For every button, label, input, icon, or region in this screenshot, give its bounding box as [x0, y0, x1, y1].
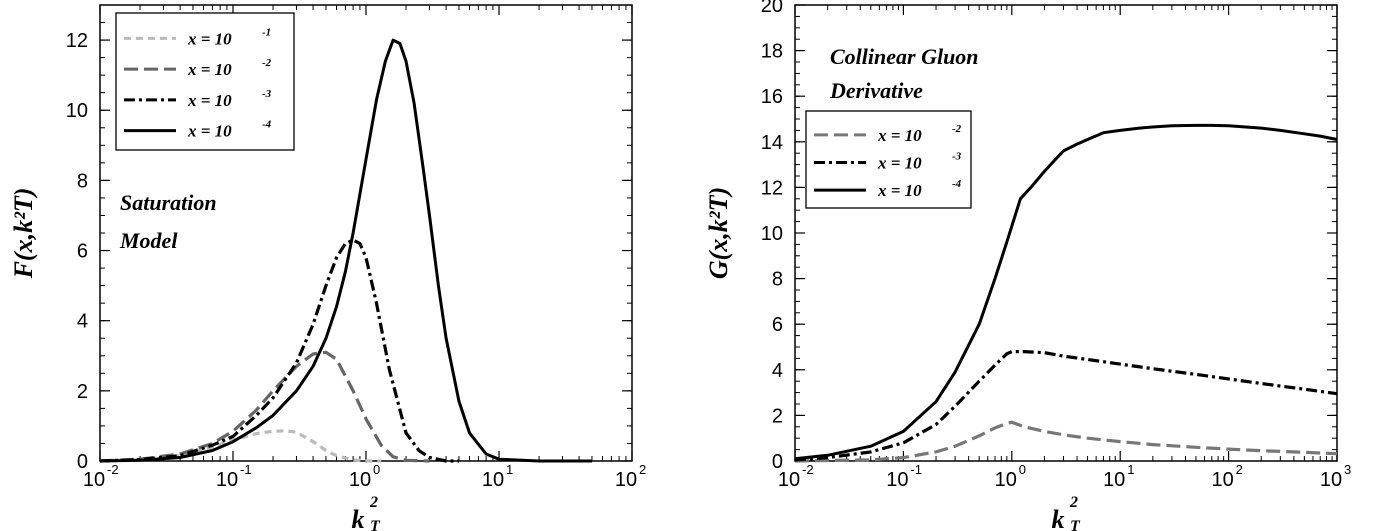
- x-tick-exponent: 2: [1236, 462, 1243, 477]
- x-axis-label-sup: 2: [1069, 494, 1078, 511]
- x-axis-label-sub: T: [370, 518, 381, 531]
- x-tick-exponent: -1: [240, 462, 252, 477]
- x-tick-label: 10: [1103, 469, 1125, 491]
- x-tick-exponent: 0: [373, 462, 380, 477]
- x-tick-label: 10: [83, 469, 105, 491]
- legend-box: [805, 110, 972, 209]
- legend-label-2: x = 10: [187, 60, 232, 79]
- y-tick-label: 14: [761, 132, 783, 154]
- legend-label-1: x = 10: [187, 29, 232, 48]
- y-tick-label: 10: [66, 100, 88, 122]
- legend-exponent-2: -3: [952, 151, 962, 163]
- series-line-3: [99, 238, 459, 463]
- y-tick-label: 20: [761, 0, 783, 17]
- y-tick-label: 12: [66, 30, 88, 52]
- x-tick-label: 10: [1211, 469, 1233, 491]
- x-tick-label: 10: [216, 469, 238, 491]
- y-tick-label: 8: [77, 170, 88, 192]
- x-axis-label: k: [352, 505, 365, 531]
- legend-label-1: x = 10: [877, 126, 922, 145]
- y-axis-label: G(x,k²T): [704, 187, 733, 279]
- y-tick-label: 2: [77, 381, 88, 403]
- legend-exponent-2: -2: [262, 57, 272, 69]
- legend-exponent-3: -3: [262, 88, 272, 100]
- series-line-2: [99, 350, 430, 463]
- legend-exponent-1: -1: [262, 26, 271, 38]
- annotation-line-2: Derivative: [829, 78, 923, 103]
- annotation-line-1: Saturation: [120, 190, 217, 215]
- y-tick-label: 12: [761, 177, 783, 199]
- x-tick-label: 10: [1320, 469, 1342, 491]
- x-tick-label: 10: [615, 469, 637, 491]
- legend-exponent-1: -2: [952, 123, 962, 135]
- legend-label-3: x = 10: [187, 91, 232, 110]
- legend-label-2: x = 10: [877, 154, 922, 173]
- x-tick-exponent: -2: [802, 462, 814, 477]
- x-tick-exponent: -2: [107, 462, 119, 477]
- y-tick-label: 4: [77, 311, 88, 333]
- annotation-line-1: Collinear Gluon: [830, 44, 979, 69]
- y-tick-label: 4: [772, 360, 783, 382]
- y-tick-label: 2: [772, 405, 783, 427]
- series-line-1: [794, 420, 1338, 463]
- x-tick-exponent: 0: [1019, 462, 1026, 477]
- x-tick-label: 10: [995, 469, 1017, 491]
- y-tick-label: 6: [772, 314, 783, 336]
- x-tick-exponent: 2: [639, 462, 646, 477]
- y-tick-label: 6: [77, 241, 88, 263]
- series-line-4: [99, 38, 592, 463]
- y-tick-label: 16: [761, 86, 783, 108]
- series-line-2: [794, 350, 1338, 462]
- legend-label-4: x = 10: [187, 122, 232, 141]
- y-tick-label: 0: [772, 451, 783, 473]
- legend-box: [115, 12, 295, 151]
- x-tick-exponent: 1: [1127, 462, 1134, 477]
- series-line-3: [794, 123, 1338, 461]
- y-tick-label: 18: [761, 41, 783, 63]
- x-tick-label: 10: [778, 469, 800, 491]
- y-tick-label: 8: [772, 269, 783, 291]
- x-tick-exponent: -1: [910, 462, 922, 477]
- y-tick-label: 0: [77, 451, 88, 473]
- y-axis-label: F(x,k²T): [9, 188, 38, 280]
- y-tick-label: 10: [761, 223, 783, 245]
- x-tick-label: 10: [349, 469, 371, 491]
- x-tick-label: 10: [482, 469, 504, 491]
- x-tick-exponent: 3: [1344, 462, 1351, 477]
- legend-exponent-3: -4: [952, 178, 962, 190]
- legend-label-3: x = 10: [877, 181, 922, 200]
- x-tick-exponent: 1: [506, 462, 513, 477]
- x-axis-label-sub: T: [1070, 518, 1081, 531]
- plot-frame: [794, 4, 1338, 462]
- x-axis-label: k: [1052, 505, 1065, 531]
- x-axis-label-sup: 2: [369, 494, 378, 511]
- legend-exponent-4: -4: [262, 119, 272, 131]
- series-line-1: [99, 429, 382, 463]
- x-tick-label: 10: [886, 469, 908, 491]
- annotation-line-2: Model: [119, 228, 178, 253]
